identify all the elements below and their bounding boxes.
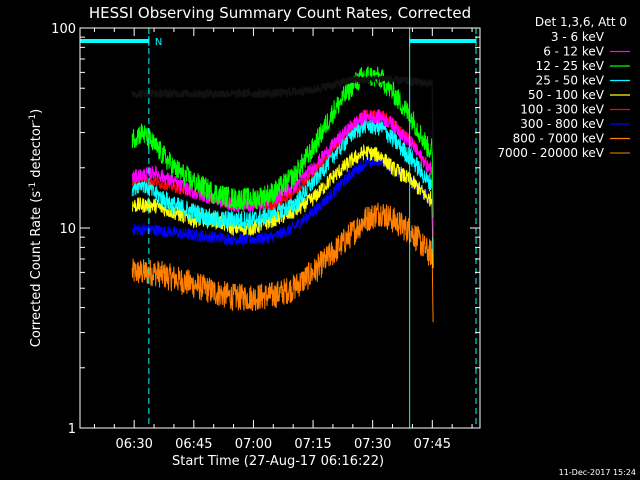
y-tick-label: 10 [59,222,76,237]
series-25to50keV-line [131,115,434,252]
x-tick-label: 07:45 [414,437,451,452]
legend-label: 6 - 12 keV [543,45,605,59]
y-tick-label: 1 [68,422,76,437]
y-axis-label: Corrected Count Rate (s-1 detector-1) [28,109,44,347]
legend-label: 3 - 6 keV [551,30,605,44]
y-axis-label-main: Corrected Count Rate (s [29,191,44,348]
y-tick-label: 100 [51,22,76,37]
x-axis-ticks: 06:30 06:45 07:00 07:15 07:30 07:45 [93,28,473,452]
y-axis-label-sup1: -1 [28,182,38,191]
x-axis-label: Start Time (27-Aug-17 06:16:22) [172,454,384,469]
date-stamp: 11-Dec-2017 15:24 [559,468,636,477]
series-layer [131,66,434,323]
legend-title: Det 1,3,6, Att 0 [535,15,627,29]
legend-label: 300 - 800 keV [520,117,604,131]
legend-label: 25 - 50 keV [536,74,605,88]
y-axis-label-sup2: -1 [28,114,38,123]
x-tick-label: 07:15 [294,437,331,452]
series-12to25keV-line [131,66,434,218]
y-axis-label-end: ) [29,109,44,114]
y-axis-ticks: 1 10 100 [51,22,480,437]
legend-label: 12 - 25 keV [536,59,605,73]
legend-label: 50 - 100 keV [528,88,605,102]
legend-label: 800 - 7000 keV [513,132,605,146]
chart-title: HESSI Observing Summary Count Rates, Cor… [89,4,471,22]
x-tick-label: 06:30 [115,437,152,452]
legend-label: 7000 - 20000 keV [497,146,604,160]
series-800to7000keV-line [131,202,434,323]
x-tick-label: 07:00 [235,437,272,452]
x-tick-label: 07:30 [354,437,391,452]
night-marker-label: N [155,37,162,48]
y-axis-label-mid: detector [29,122,44,182]
x-tick-label: 06:45 [175,437,212,452]
series-3to6keV-line [131,73,434,153]
legend-label: 100 - 300 keV [520,103,604,117]
